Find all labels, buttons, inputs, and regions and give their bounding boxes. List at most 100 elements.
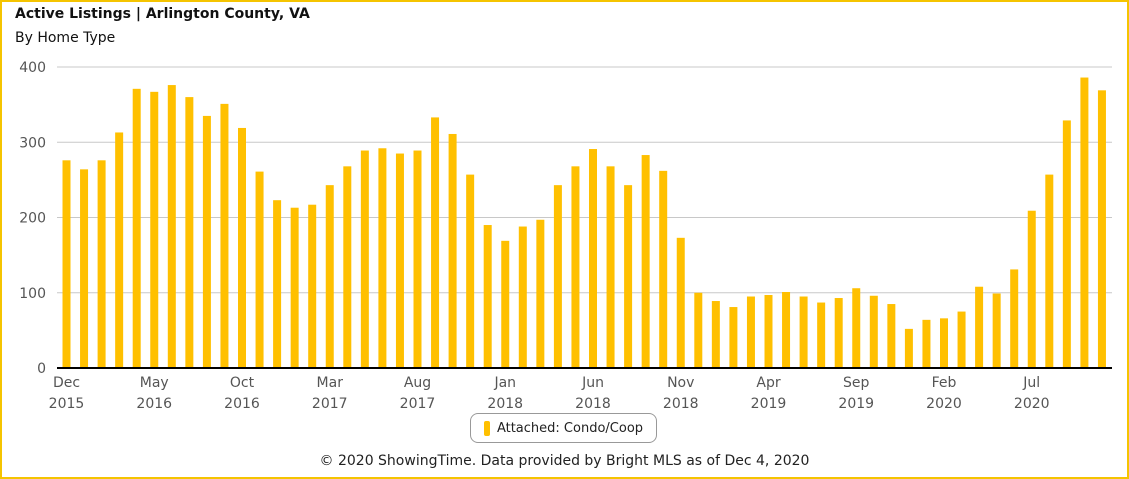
- bar: [238, 127, 246, 368]
- x-tick-year-label: 2016: [224, 396, 260, 412]
- x-axis-tick-labels: Dec 2015 May 2016 Oct 2016 Mar 2017 Aug 2017 Jan 20…: [49, 375, 1050, 412]
- bar: [448, 133, 457, 368]
- x-tick-year-label: 2018: [575, 396, 611, 412]
- bar: [746, 296, 755, 368]
- x-tick-month-label: Mar: [317, 375, 344, 391]
- bar: [220, 103, 229, 368]
- bar: [817, 302, 826, 368]
- bar: [1062, 120, 1071, 369]
- bar: [202, 115, 211, 368]
- x-tick-year-label: 2020: [926, 396, 962, 412]
- bar: [553, 185, 562, 368]
- bar: [1097, 90, 1106, 368]
- bar: [115, 132, 124, 368]
- x-tick-year-label: 2016: [136, 396, 172, 412]
- bar: [308, 204, 317, 368]
- bar: [1045, 174, 1054, 368]
- x-tick-month-label: Oct: [230, 375, 255, 391]
- bar: [80, 169, 89, 368]
- bar: [869, 295, 878, 368]
- bar: [466, 174, 475, 368]
- x-tick-month-label: Jun: [581, 375, 604, 391]
- x-tick-year-label: 2018: [663, 396, 699, 412]
- bar: [431, 117, 440, 368]
- bar: [589, 149, 597, 368]
- bar: [536, 219, 545, 368]
- bar: [571, 166, 580, 368]
- y-axis-tick-labels: 0 100 200 300 400: [19, 60, 46, 377]
- bar: [940, 318, 948, 368]
- bar: [711, 301, 720, 368]
- bar: [395, 153, 404, 368]
- bar: [413, 150, 422, 368]
- x-tick-year-label: 2017: [400, 396, 436, 412]
- bar: [1010, 269, 1019, 368]
- x-tick-month-label: Dec: [53, 375, 80, 391]
- bar: [641, 155, 650, 368]
- bar: [185, 97, 194, 368]
- bar: [132, 88, 141, 368]
- bar: [694, 292, 703, 368]
- bar: [255, 171, 264, 368]
- x-tick-month-label: Nov: [667, 375, 694, 391]
- x-tick-year-label: 2019: [838, 396, 874, 412]
- bar: [62, 160, 71, 368]
- bar: [957, 311, 966, 368]
- bar: [501, 240, 510, 368]
- legend-label: Attached: Condo/Coop: [496, 420, 644, 436]
- legend-swatch: [483, 420, 490, 436]
- bar: [325, 185, 334, 368]
- x-tick-year-label: 2015: [49, 396, 85, 412]
- bar: [887, 304, 896, 368]
- bar: [360, 150, 369, 368]
- bar: [97, 160, 106, 368]
- bar: [834, 298, 843, 368]
- x-tick-year-label: 2017: [312, 396, 348, 412]
- bar: [799, 296, 808, 368]
- bar: [606, 166, 615, 368]
- y-tick-label: 0: [37, 361, 46, 377]
- legend[interactable]: Attached: Condo/Coop: [470, 413, 657, 443]
- bar: [729, 307, 738, 368]
- bar: [273, 200, 282, 368]
- bar: [764, 295, 773, 368]
- bar: [992, 293, 1001, 368]
- gridlines: [57, 66, 1112, 294]
- x-tick-month-label: Apr: [756, 375, 780, 391]
- bar: [1080, 77, 1089, 368]
- x-tick-month-label: May: [140, 375, 169, 391]
- x-tick-month-label: Jul: [1022, 375, 1040, 391]
- bar: [483, 225, 492, 368]
- copyright-footer: © 2020 ShowingTime. Data provided by Bri…: [319, 453, 810, 469]
- y-tick-label: 300: [19, 135, 46, 151]
- bar: [150, 91, 159, 369]
- x-tick-month-label: Sep: [843, 375, 870, 391]
- bar: [167, 85, 176, 368]
- x-tick-month-label: Feb: [932, 375, 957, 391]
- x-tick-month-label: Jan: [493, 375, 516, 391]
- bars: [62, 77, 1106, 369]
- bar: [904, 328, 913, 368]
- x-tick-year-label: 2020: [1014, 396, 1050, 412]
- bar: [343, 166, 352, 368]
- bar: [852, 288, 861, 368]
- y-tick-label: 100: [19, 286, 46, 302]
- bar: [676, 237, 685, 368]
- bar: [659, 170, 668, 368]
- bar: [624, 185, 633, 368]
- x-tick-year-label: 2019: [751, 396, 787, 412]
- y-tick-label: 400: [19, 60, 46, 76]
- chart-title: Active Listings | Arlington County, VA: [15, 6, 310, 22]
- bar: [975, 286, 984, 368]
- chart-subtitle: By Home Type: [15, 30, 116, 46]
- bar: [290, 207, 299, 368]
- x-tick-month-label: Aug: [404, 375, 431, 391]
- bar: [1027, 210, 1036, 368]
- bar: [378, 148, 387, 368]
- y-tick-label: 200: [19, 211, 46, 227]
- bar: [782, 291, 791, 368]
- bar: [518, 226, 527, 368]
- x-tick-year-label: 2018: [487, 396, 523, 412]
- bar: [922, 319, 931, 368]
